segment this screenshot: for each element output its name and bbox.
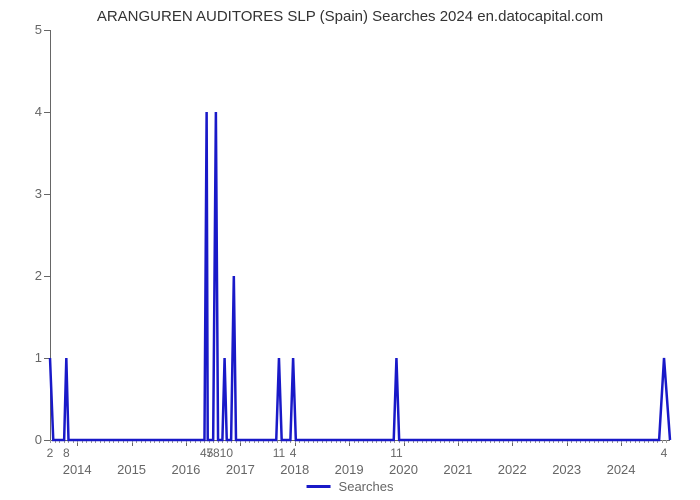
x-value-label: 4 [290,446,297,460]
y-tick-label: 2 [20,268,42,283]
x-year-label: 2014 [63,462,92,477]
x-year-label: 2019 [335,462,364,477]
x-minor-tick [50,440,51,443]
line-chart-svg [50,30,670,440]
x-minor-tick [662,440,663,443]
x-value-label: 8 [63,446,70,460]
x-year-label: 2015 [117,462,146,477]
x-value-label: 2 [47,446,54,460]
x-value-label: 4 [661,446,668,460]
x-minor-tick [666,440,667,443]
y-tick-label: 3 [20,186,42,201]
y-tick-label: 0 [20,432,42,447]
y-tick-label: 5 [20,22,42,37]
x-year-label: 2020 [389,462,418,477]
x-year-label: 2022 [498,462,527,477]
chart-container: ARANGUREN AUDITORES SLP (Spain) Searches… [0,0,700,500]
y-tick-label: 4 [20,104,42,119]
legend-label: Searches [339,479,394,494]
x-year-label: 2018 [280,462,309,477]
y-tick-label: 1 [20,350,42,365]
chart-title: ARANGUREN AUDITORES SLP (Spain) Searches… [0,8,700,25]
x-value-label: 7810 [206,446,233,460]
series-line [50,112,670,440]
x-year-label: 2016 [171,462,200,477]
legend: Searches [307,479,394,494]
x-year-label: 2021 [443,462,472,477]
x-year-label: 2024 [607,462,636,477]
x-value-label: 11 [273,446,285,460]
legend-swatch [307,485,331,488]
x-year-label: 2017 [226,462,255,477]
x-value-label: 11 [390,446,402,460]
x-year-label: 2023 [552,462,581,477]
